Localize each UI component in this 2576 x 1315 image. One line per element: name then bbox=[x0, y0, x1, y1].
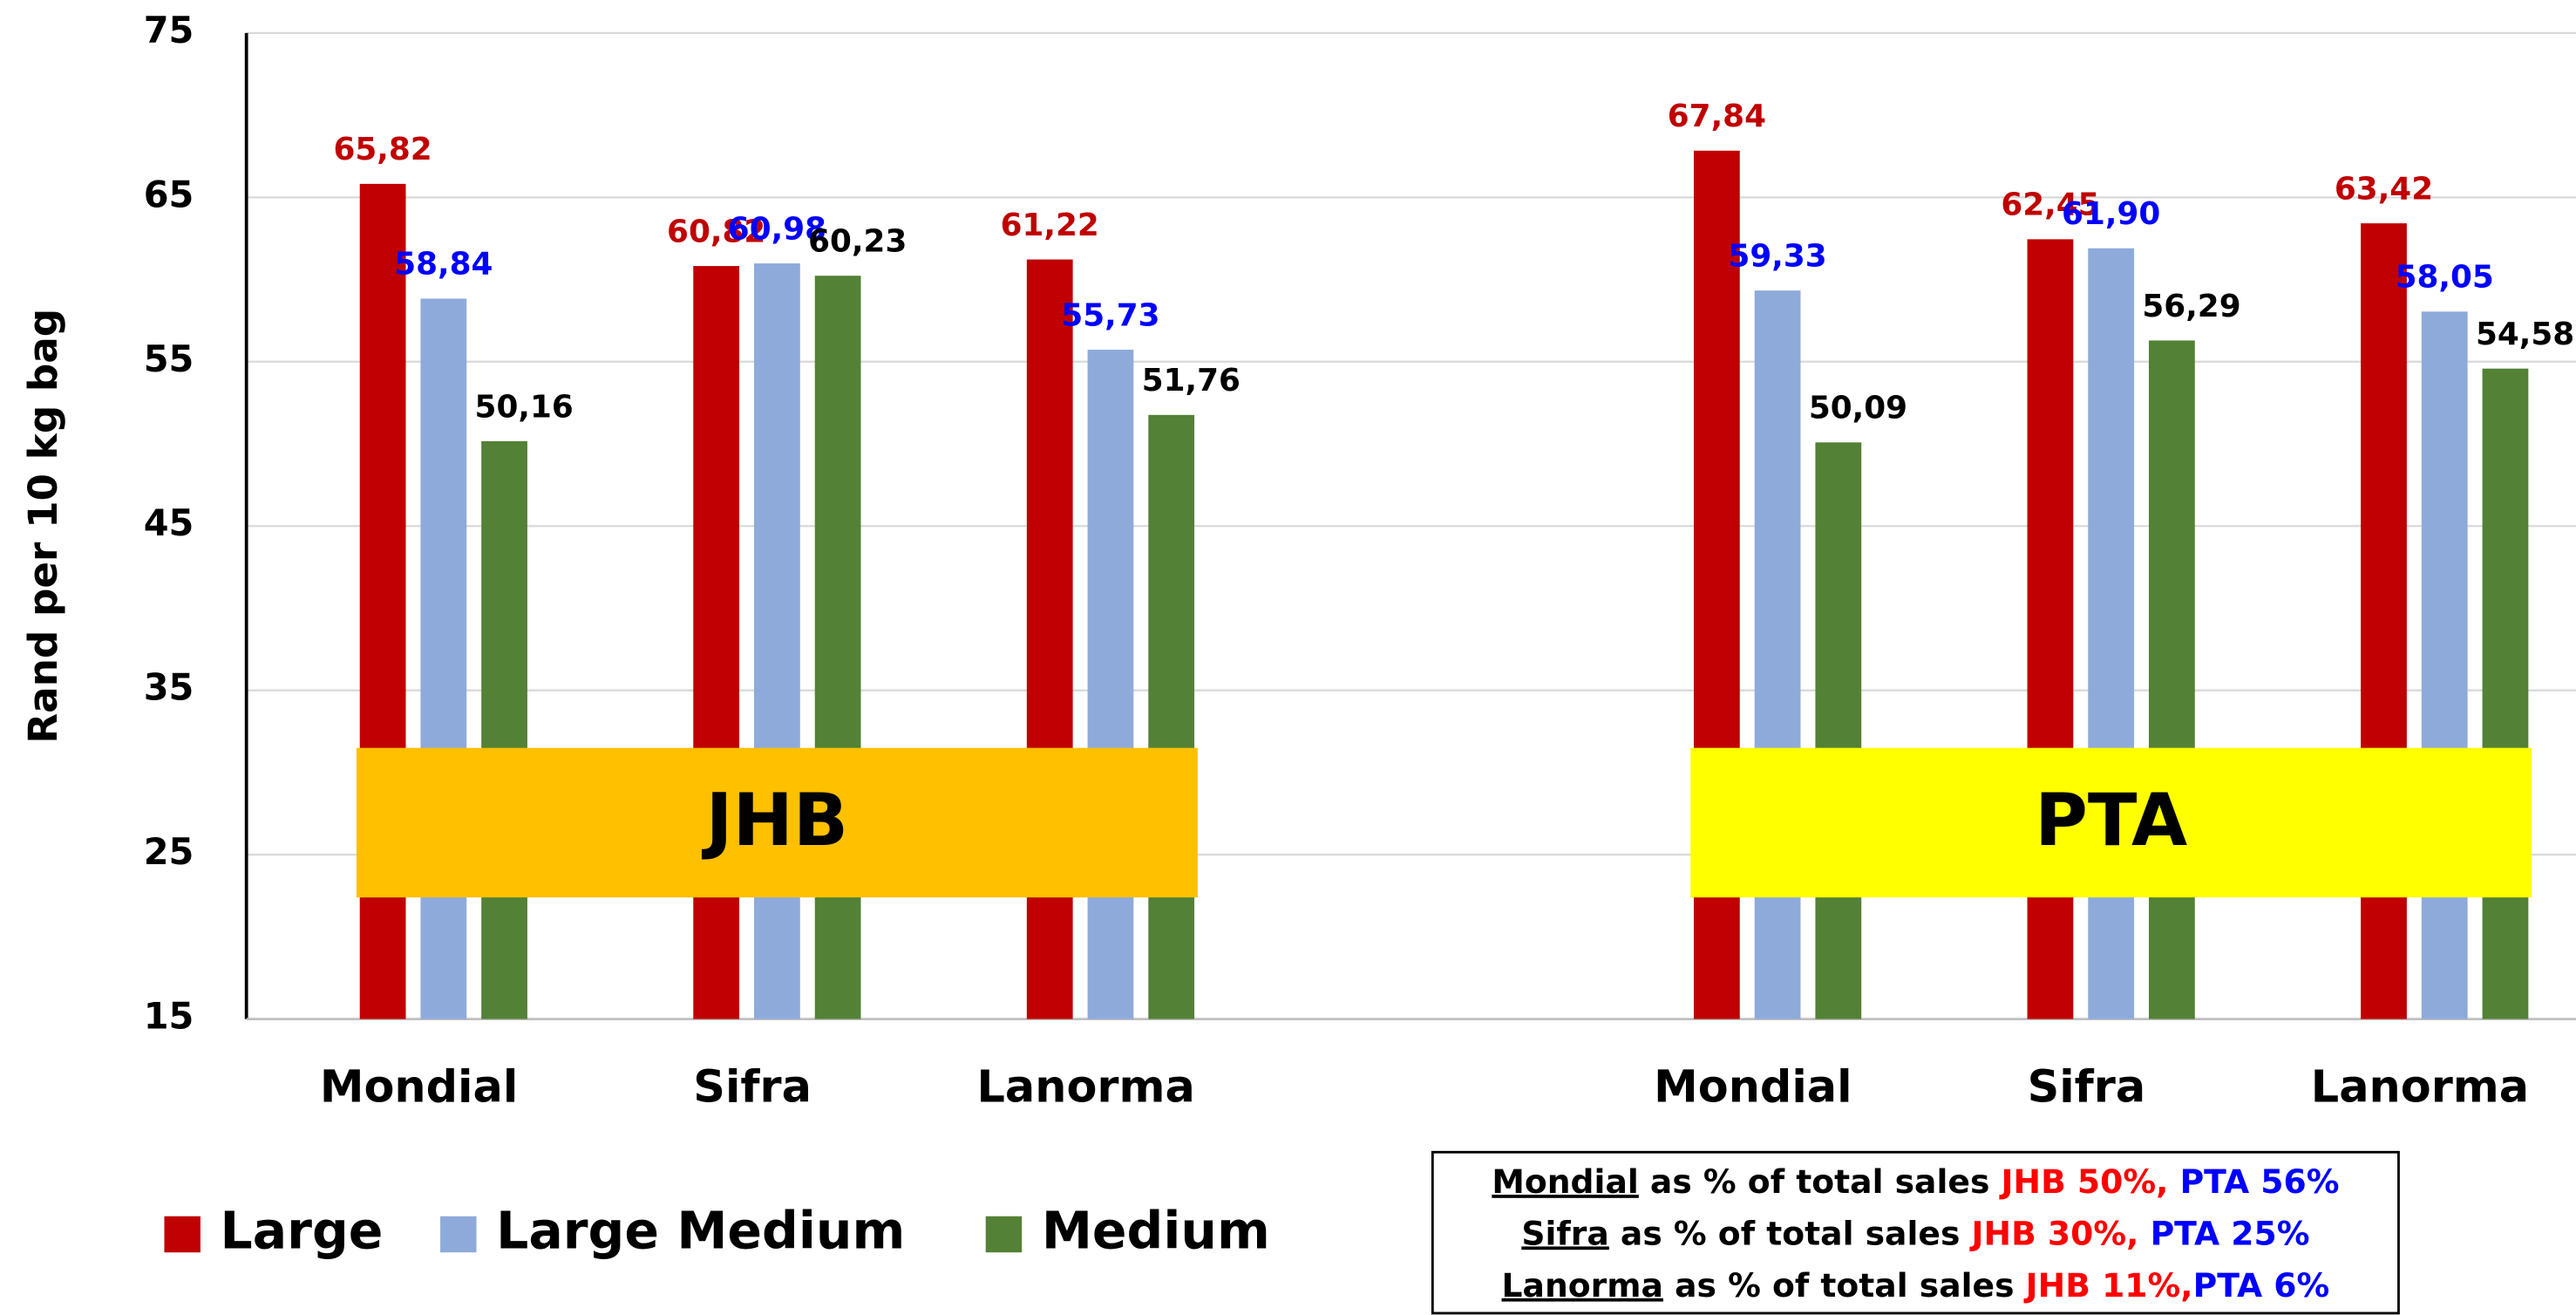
legend-swatch bbox=[164, 1216, 201, 1253]
legend-label: Large Medium bbox=[496, 1202, 905, 1261]
y-tick-label: 75 bbox=[144, 10, 194, 51]
value-label: 50,16 bbox=[475, 389, 574, 425]
value-label: 58,05 bbox=[2396, 260, 2494, 296]
group-label: JHB bbox=[702, 778, 848, 862]
value-label: 61,22 bbox=[1001, 208, 1099, 243]
group-label: PTA bbox=[2035, 778, 2187, 862]
note-part: as % of total sales bbox=[1609, 1214, 1972, 1252]
y-tick-label: 35 bbox=[144, 667, 194, 709]
note-line: Sifra as % of total sales JHB 30%, PTA 2… bbox=[1521, 1214, 2309, 1252]
value-label: 65,82 bbox=[333, 132, 432, 167]
bar bbox=[1087, 350, 1134, 1019]
value-label: 60,23 bbox=[808, 224, 907, 260]
value-label: 50,09 bbox=[1809, 391, 1907, 426]
value-label: 63,42 bbox=[2335, 171, 2433, 207]
y-tick-label: 25 bbox=[144, 831, 194, 873]
y-tick-label: 45 bbox=[144, 502, 194, 544]
value-label: 61,90 bbox=[2062, 196, 2160, 232]
bar bbox=[481, 440, 527, 1019]
legend-label: Medium bbox=[1042, 1202, 1270, 1261]
x-tick-label: Mondial bbox=[320, 1061, 518, 1113]
bar bbox=[2027, 239, 2074, 1019]
note-part: as % of total sales bbox=[1663, 1265, 2026, 1304]
note-part: PTA 25% bbox=[2151, 1214, 2310, 1252]
bar bbox=[420, 298, 467, 1019]
bar bbox=[754, 263, 800, 1019]
value-label: 54,58 bbox=[2476, 317, 2574, 352]
bar bbox=[693, 266, 740, 1019]
bar bbox=[1148, 414, 1195, 1019]
x-tick-label: Sifra bbox=[693, 1061, 812, 1113]
notes-box bbox=[1431, 1150, 2400, 1315]
note-part: PTA 56% bbox=[2180, 1162, 2340, 1201]
value-label: 59,33 bbox=[1728, 238, 1826, 274]
bar bbox=[1815, 442, 1862, 1019]
value-label: 60,98 bbox=[728, 211, 826, 247]
value-label: 62,45 bbox=[2001, 187, 2099, 223]
note-part: Mondial bbox=[1492, 1162, 1638, 1201]
legend-swatch bbox=[985, 1216, 1023, 1253]
value-label: 60,82 bbox=[667, 214, 765, 249]
bar bbox=[1026, 259, 1073, 1019]
bar bbox=[2088, 248, 2135, 1019]
value-label: 55,73 bbox=[1061, 297, 1159, 333]
value-label: 51,76 bbox=[1142, 363, 1240, 399]
note-part: as % of total sales bbox=[1639, 1162, 2002, 1201]
legend-label: Large bbox=[221, 1202, 384, 1261]
bar bbox=[2482, 368, 2529, 1019]
note-part: Sifra bbox=[1521, 1214, 1608, 1252]
group-box bbox=[1690, 747, 2532, 898]
bar bbox=[2361, 223, 2407, 1019]
bar bbox=[2149, 340, 2195, 1019]
note-line: Mondial as % of total sales JHB 50%, PTA… bbox=[1492, 1162, 2339, 1201]
bar bbox=[1754, 290, 1801, 1019]
note-part: JHB 11%, bbox=[2023, 1265, 2193, 1304]
y-tick-label: 55 bbox=[144, 338, 194, 380]
note-line: Lanorma as % of total sales JHB 11%,PTA … bbox=[1502, 1265, 2330, 1304]
note-part: JHB 50%, bbox=[1999, 1162, 2180, 1201]
bar bbox=[2421, 311, 2468, 1019]
note-part: PTA 6% bbox=[2193, 1265, 2330, 1304]
y-axis-label: Rand per 10 kg bag bbox=[20, 309, 66, 744]
note-part: Lanorma bbox=[1502, 1265, 1663, 1304]
value-label: 58,84 bbox=[394, 247, 493, 283]
value-label: 67,84 bbox=[1668, 99, 1766, 134]
bar bbox=[814, 276, 861, 1019]
y-tick-label: 65 bbox=[144, 174, 194, 215]
legend-swatch bbox=[440, 1216, 477, 1253]
x-tick-label: Mondial bbox=[1654, 1061, 1852, 1113]
x-tick-label: Lanorma bbox=[977, 1061, 1195, 1113]
value-label: 56,29 bbox=[2142, 289, 2240, 324]
y-tick-label: 15 bbox=[144, 996, 194, 1038]
x-tick-label: Lanorma bbox=[2311, 1061, 2529, 1113]
note-part: JHB 30%, bbox=[1969, 1214, 2151, 1252]
x-tick-label: Sifra bbox=[2028, 1061, 2146, 1113]
group-box bbox=[356, 747, 1198, 898]
